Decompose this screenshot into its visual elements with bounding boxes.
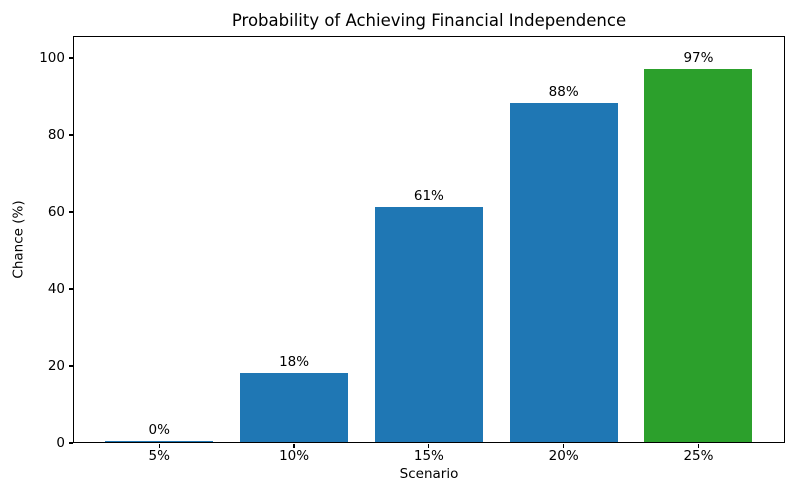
bar-value-label: 18% [279, 353, 310, 370]
plot-area-border [73, 36, 785, 443]
y-tick-label: 80 [47, 127, 65, 143]
x-tick-label: 10% [279, 448, 310, 464]
y-tick-mark [69, 442, 73, 444]
x-tick-mark [563, 443, 565, 448]
y-tick-mark [69, 365, 73, 367]
bar-value-label: 0% [148, 421, 170, 438]
bar [105, 440, 214, 442]
x-tick-mark [293, 443, 295, 448]
x-tick-label: 15% [413, 448, 444, 464]
y-tick-label: 0 [56, 435, 65, 451]
y-tick-label: 20 [47, 358, 65, 374]
y-tick-label: 60 [47, 204, 65, 220]
x-tick-label: 20% [548, 448, 579, 464]
y-tick-mark [69, 288, 73, 290]
y-tick-mark [69, 211, 73, 213]
y-tick-mark [69, 134, 73, 136]
y-tick-label: 100 [39, 50, 65, 66]
x-tick-mark [428, 443, 430, 448]
bar-value-label: 88% [548, 84, 579, 101]
x-axis-label: Scenario [399, 466, 459, 482]
x-tick-mark [697, 443, 700, 448]
bar [644, 68, 753, 442]
bar [374, 207, 483, 442]
x-tick-label: 5% [148, 448, 170, 464]
bar [509, 103, 618, 442]
bar [240, 372, 349, 442]
bar-value-label: 61% [413, 188, 444, 205]
x-tick-label: 25% [683, 448, 714, 464]
y-tick-mark [69, 57, 73, 59]
y-tick-label: 40 [47, 281, 65, 297]
chart-title: Probability of Achieving Financial Indep… [231, 11, 627, 30]
x-tick-mark [158, 443, 160, 448]
bar-value-label: 97% [683, 49, 714, 66]
